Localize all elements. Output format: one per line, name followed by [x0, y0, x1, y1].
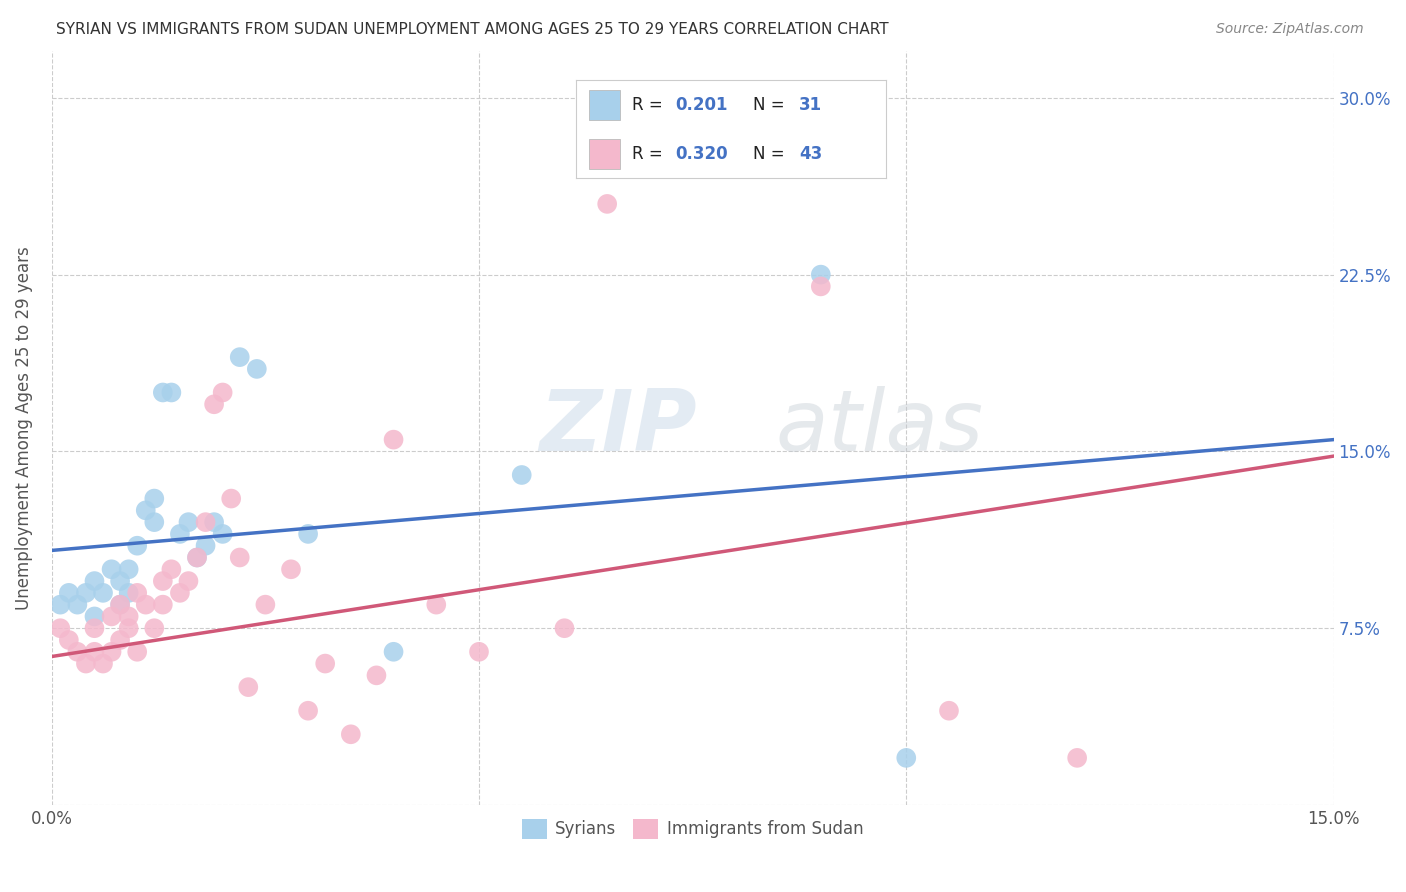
Point — [118, 621, 141, 635]
Point — [135, 503, 157, 517]
Text: N =: N = — [752, 95, 790, 114]
Legend: Syrians, Immigrants from Sudan: Syrians, Immigrants from Sudan — [516, 812, 870, 846]
Point — [118, 562, 141, 576]
Point — [83, 574, 105, 588]
Point — [280, 562, 302, 576]
Point — [169, 527, 191, 541]
Text: 0.201: 0.201 — [675, 95, 728, 114]
Text: R =: R = — [633, 95, 668, 114]
Text: Source: ZipAtlas.com: Source: ZipAtlas.com — [1216, 22, 1364, 37]
Point — [143, 515, 166, 529]
Point — [160, 385, 183, 400]
Text: ZIP: ZIP — [538, 386, 696, 469]
Point — [238, 680, 260, 694]
Point — [108, 632, 131, 647]
Point — [186, 550, 208, 565]
Point — [510, 467, 533, 482]
Point — [49, 598, 72, 612]
Point — [202, 515, 225, 529]
Point — [135, 598, 157, 612]
Point — [108, 598, 131, 612]
Point — [254, 598, 277, 612]
Point — [366, 668, 388, 682]
Point — [66, 598, 89, 612]
Point — [75, 657, 97, 671]
Point — [58, 632, 80, 647]
Point — [152, 574, 174, 588]
Point — [49, 621, 72, 635]
Text: R =: R = — [633, 145, 668, 163]
Text: N =: N = — [752, 145, 790, 163]
Point — [229, 550, 252, 565]
Point — [66, 645, 89, 659]
Point — [143, 491, 166, 506]
Text: 43: 43 — [799, 145, 823, 163]
Point — [118, 609, 141, 624]
Point — [211, 527, 233, 541]
Point — [83, 621, 105, 635]
Point — [83, 609, 105, 624]
Point — [211, 385, 233, 400]
Text: SYRIAN VS IMMIGRANTS FROM SUDAN UNEMPLOYMENT AMONG AGES 25 TO 29 YEARS CORRELATI: SYRIAN VS IMMIGRANTS FROM SUDAN UNEMPLOY… — [56, 22, 889, 37]
Point — [83, 645, 105, 659]
Point — [127, 645, 149, 659]
Point — [143, 621, 166, 635]
Point — [100, 562, 122, 576]
Text: atlas: atlas — [776, 386, 984, 469]
Point — [229, 350, 252, 364]
Point — [177, 515, 200, 529]
Point — [314, 657, 336, 671]
Point — [246, 362, 269, 376]
Point — [100, 609, 122, 624]
Text: 0.320: 0.320 — [675, 145, 728, 163]
Point — [896, 751, 918, 765]
Point — [91, 586, 114, 600]
Point — [100, 645, 122, 659]
Point — [810, 279, 832, 293]
Point — [596, 197, 619, 211]
Y-axis label: Unemployment Among Ages 25 to 29 years: Unemployment Among Ages 25 to 29 years — [15, 246, 32, 610]
Point — [152, 385, 174, 400]
Point — [118, 586, 141, 600]
Point — [58, 586, 80, 600]
Point — [127, 539, 149, 553]
Point — [1066, 751, 1088, 765]
Point — [75, 586, 97, 600]
Point — [340, 727, 363, 741]
Point — [177, 574, 200, 588]
Point — [596, 161, 619, 176]
Point — [297, 527, 319, 541]
Point — [297, 704, 319, 718]
Point — [202, 397, 225, 411]
Point — [91, 657, 114, 671]
Point — [169, 586, 191, 600]
Point — [108, 598, 131, 612]
Point — [160, 562, 183, 576]
Point — [186, 550, 208, 565]
Point — [382, 645, 405, 659]
FancyBboxPatch shape — [589, 90, 620, 120]
FancyBboxPatch shape — [589, 139, 620, 169]
Point — [938, 704, 960, 718]
Point — [810, 268, 832, 282]
Point — [152, 598, 174, 612]
Point — [194, 539, 217, 553]
Point — [425, 598, 447, 612]
Point — [382, 433, 405, 447]
Point — [468, 645, 491, 659]
Point — [553, 621, 575, 635]
Point — [108, 574, 131, 588]
Point — [219, 491, 242, 506]
Point — [194, 515, 217, 529]
Text: 31: 31 — [799, 95, 823, 114]
Point — [127, 586, 149, 600]
